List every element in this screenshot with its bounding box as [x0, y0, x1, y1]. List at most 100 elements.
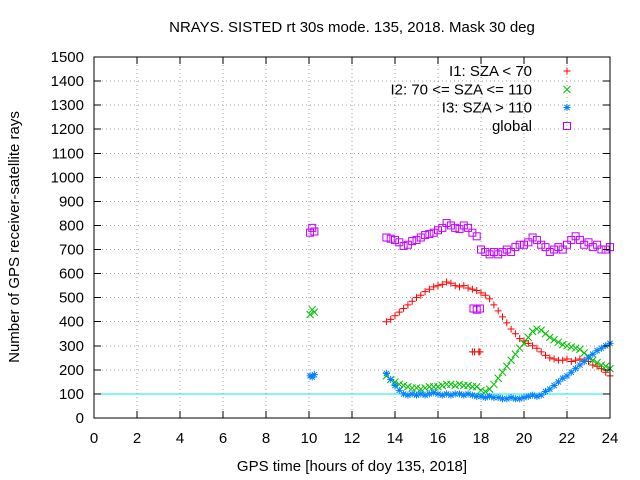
legend-marker-series-4	[563, 122, 571, 130]
series-3-point	[563, 372, 571, 380]
series-4-point	[498, 247, 507, 256]
series-3-point	[486, 392, 494, 400]
series-1-point	[456, 283, 463, 291]
y-tick-label: 1500	[51, 49, 84, 66]
series-1-point	[542, 351, 549, 359]
series-4-point	[481, 247, 490, 256]
series-3-point	[417, 390, 425, 398]
legend-label-series-4: global	[492, 118, 532, 135]
series-2-point	[412, 384, 421, 392]
y-tick-label: 1100	[52, 145, 84, 162]
series-4-point	[485, 250, 494, 259]
series-1-point	[572, 356, 580, 364]
series-4-point	[502, 245, 511, 254]
series-1-point	[404, 301, 412, 309]
series-4-point	[580, 240, 589, 249]
series-4-point	[541, 243, 550, 252]
y-tick-label: 0	[76, 410, 84, 427]
series-1-point	[443, 278, 451, 286]
chart-title: NRAYS. SISTED rt 30s mode. 135, 2018. Ma…	[169, 19, 535, 36]
series-3-point	[413, 391, 420, 399]
series-2-point	[511, 350, 520, 359]
series-1-point	[382, 318, 390, 326]
series-4-point	[438, 223, 447, 232]
series-3-point	[387, 375, 395, 383]
series-1-point	[447, 279, 455, 287]
series-2-point	[447, 380, 455, 389]
series-4-point	[477, 245, 485, 254]
series-3-point	[443, 390, 451, 398]
series-1-point	[537, 348, 545, 356]
series-2-point	[464, 381, 472, 390]
series-4-point	[399, 241, 408, 250]
series-3-point	[430, 389, 438, 397]
series-1-point	[494, 307, 502, 315]
series-3-point	[533, 392, 541, 400]
series-3-point	[438, 391, 446, 399]
legend-label-series-2: I2: 70 <= SZA <= 110	[391, 82, 533, 99]
series-2-point	[502, 362, 511, 371]
x-tick-label: 12	[344, 430, 361, 447]
series-3-point	[408, 390, 416, 398]
series-2-point	[554, 338, 563, 347]
series-1-point	[473, 286, 481, 294]
series-4-point	[446, 221, 455, 230]
x-tick-label: 10	[301, 430, 318, 447]
y-tick-label: 200	[59, 362, 84, 379]
series-2-point	[550, 335, 558, 344]
series-1-point	[529, 342, 537, 350]
series-3-point	[520, 394, 528, 402]
series-4-point	[524, 238, 533, 247]
legend-label-series-3: I3: SZA > 110	[442, 100, 532, 117]
series-3-point	[550, 382, 558, 390]
series-3-point	[477, 392, 485, 400]
series-4-point	[532, 235, 541, 244]
x-tick-label: 24	[602, 430, 619, 447]
series-3-point	[460, 391, 468, 399]
series-4-point	[593, 240, 602, 249]
series-3-point	[391, 382, 399, 390]
series-4-point	[464, 223, 473, 232]
series-1-point	[477, 289, 485, 297]
series-2-point	[438, 381, 447, 390]
y-tick-label: 600	[59, 266, 84, 283]
series-2-point	[490, 380, 498, 389]
series-4-point	[515, 240, 524, 249]
series-2-point	[545, 333, 554, 342]
series-1-point	[563, 355, 571, 363]
series-3-point	[490, 394, 498, 402]
series-1-point	[408, 297, 416, 305]
series-3-point	[468, 391, 476, 399]
series-3-point	[529, 391, 537, 399]
series-3-point	[589, 350, 597, 358]
series-2-point	[520, 339, 528, 348]
y-tick-label: 700	[59, 242, 84, 259]
series-1-point	[516, 335, 524, 343]
series-3-point	[542, 388, 549, 396]
series-4-point	[511, 243, 520, 252]
series-4-point	[558, 245, 567, 254]
series-3-point	[585, 354, 592, 362]
series-1-point	[438, 280, 446, 288]
y-tick-label: 100	[59, 386, 84, 403]
series-1-point	[421, 288, 429, 296]
series-1-point	[499, 313, 506, 321]
series-3-point	[580, 357, 588, 365]
series-3-point	[451, 390, 459, 398]
series-4-point	[451, 223, 460, 232]
series-1-point	[511, 330, 519, 338]
series-1-point	[593, 362, 601, 370]
x-tick-label: 22	[559, 430, 576, 447]
x-tick-label: 6	[219, 430, 227, 447]
series-4-point	[584, 238, 593, 247]
series-1-point	[503, 319, 511, 327]
series-4-point	[412, 235, 421, 244]
series-3-point	[572, 365, 580, 373]
legend-marker-series-1	[563, 67, 571, 75]
series-2-point	[477, 386, 485, 395]
legend-label-series-1: I1: SZA < 70	[449, 63, 532, 80]
series-3-point	[395, 386, 403, 394]
series-2-point	[601, 362, 610, 371]
series-1-point	[400, 304, 408, 312]
